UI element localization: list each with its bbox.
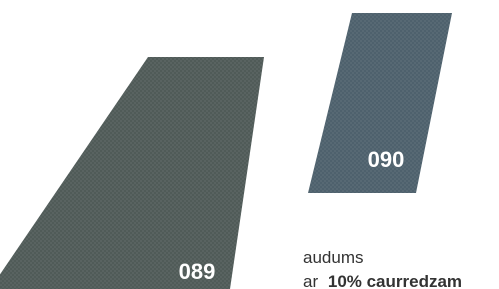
swatch-089: 089 <box>0 57 264 289</box>
swatch-code: 090 <box>368 147 405 172</box>
page: {"swatches": [{"code": "089"}, {"code": … <box>0 0 499 289</box>
caption-line: ar 10% caurredzam <box>303 272 462 289</box>
caption-text: ar <box>303 272 318 289</box>
swatch-090: 090 <box>308 13 452 193</box>
product-image: 090 089 audums ar 10% caurredzam <box>0 0 499 289</box>
caption-line: audums <box>303 248 363 267</box>
caption-highlight: 10% caurredzam <box>328 272 462 289</box>
fabric-texture <box>0 57 264 289</box>
swatch-code: 089 <box>179 259 216 284</box>
